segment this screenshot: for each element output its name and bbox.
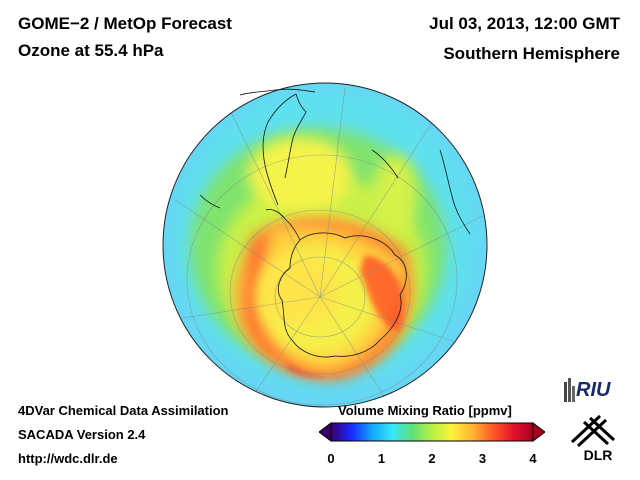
colorbar-tick-label: 3: [478, 451, 487, 466]
colorbar-tick-label: 4: [529, 451, 537, 466]
footer-assimilation-label: 4DVar Chemical Data Assimilation: [18, 403, 229, 418]
colorbar-tick-label: 1: [377, 451, 386, 466]
footer-url-link[interactable]: http://wdc.dlr.de: [18, 451, 118, 466]
svg-text:DLR: DLR: [584, 447, 613, 463]
colorbar-title: Volume Mixing Ratio [ppmv]: [338, 403, 512, 418]
colorbar-tick-label: 2: [428, 451, 436, 466]
ozone-level-subtitle: Ozone at 55.4 hPa: [18, 41, 164, 60]
colorbar-tick-label: 0: [327, 451, 335, 466]
riu-logo: RIU: [564, 378, 611, 402]
graticule: [169, 87, 486, 406]
colorbar: [319, 422, 545, 442]
hemisphere-label: Southern Hemisphere: [443, 44, 620, 63]
dlr-logo: DLR: [570, 414, 616, 463]
footer-version-label: SACADA Version 2.4: [18, 427, 146, 442]
coastlines: [199, 88, 471, 358]
svg-text:RIU: RIU: [576, 379, 611, 401]
ozone-field: [163, 83, 487, 407]
forecast-title: GOME−2 / MetOp Forecast: [18, 14, 232, 33]
colorbar-gradient: [330, 422, 534, 442]
forecast-date: Jul 03, 2013, 12:00 GMT: [429, 14, 620, 33]
colorbar-max-arrow: [532, 422, 545, 442]
colorbar-min-arrow: [319, 422, 332, 442]
